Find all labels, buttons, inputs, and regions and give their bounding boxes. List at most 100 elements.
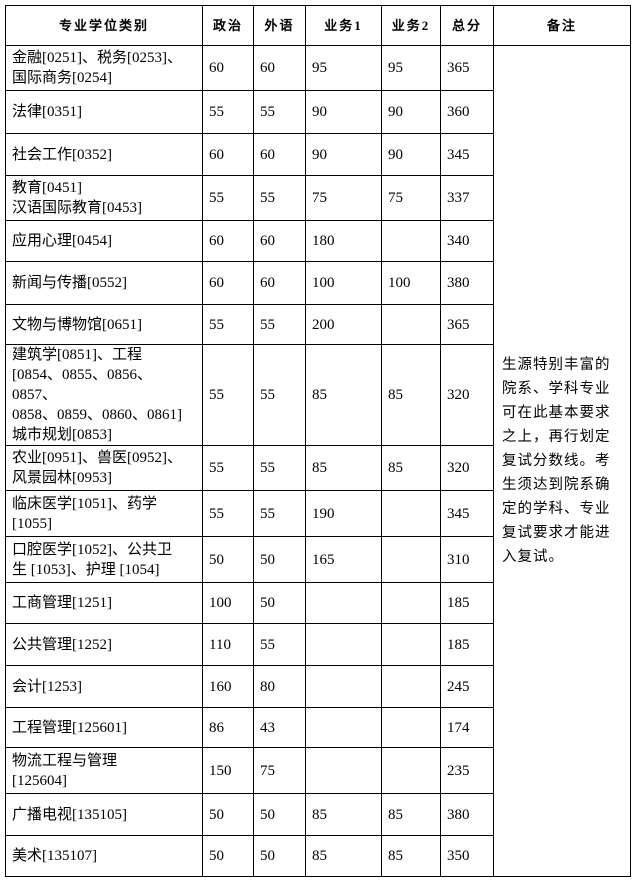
score-cell: 50: [253, 793, 306, 836]
score-cell: [381, 304, 441, 345]
score-cell: [381, 623, 441, 666]
score-cell: 95: [305, 45, 382, 91]
category-cell: 口腔医学[1052]、公共卫生 [1053]、护理 [1054]: [5, 536, 203, 583]
header-cell: 业务1: [305, 5, 382, 46]
table-row: 社会工作[0352] 60 60 90 90 345: [5, 133, 631, 176]
score-cell: 55: [253, 445, 306, 491]
category-line: 临床医学[1051]、药学: [12, 495, 157, 512]
table-row: 工商管理[1251] 100 50 185: [5, 582, 631, 624]
score-cell: 55: [253, 175, 306, 221]
score-table: 专业学位类别 政治 外语 业务1 业务2 总分 备注 金融[0251]、税务[0253]、国…: [5, 5, 631, 877]
score-cell: 60: [253, 45, 306, 91]
header-row: 专业学位类别 政治 外语 业务1 业务2 总分 备注: [5, 5, 631, 46]
category-line: 城市规划[0853]: [12, 427, 112, 443]
score-cell: 50: [202, 793, 254, 836]
score-cell: 150: [202, 747, 254, 794]
category-line: 文物与博物馆[0651]: [12, 316, 142, 333]
category-cell: 广播电视[135105]: [5, 793, 203, 836]
score-cell: 75: [253, 747, 306, 794]
header-cell: 总分: [440, 5, 494, 46]
category-line: 美术[135107]: [12, 848, 97, 864]
score-cell: 50: [253, 582, 306, 624]
score-cell: 90: [305, 90, 382, 134]
header-cell: 备注: [493, 5, 631, 46]
table-row: 建筑学[0851]、工程 [0854、0855、0856、0857、 0858、08…: [5, 344, 631, 446]
category-line: 教育[0451]: [12, 180, 82, 196]
score-cell: 310: [440, 536, 494, 583]
score-cell: 185: [440, 623, 494, 666]
score-cell: 380: [440, 793, 494, 836]
note: 生源特别丰富的院系、学科专业可在此基本要求之上，再行划定复试分数线。考生须达到院…: [493, 45, 631, 877]
category-cell: 文物与博物馆[0651]: [5, 304, 203, 345]
score-cell: 55: [202, 90, 254, 134]
score-cell: 185: [440, 582, 494, 624]
score-cell: [381, 707, 441, 748]
table-row: 工程管理[125601] 86 43 174: [5, 707, 631, 748]
score-cell: 60: [202, 261, 254, 305]
score-cell: 337: [440, 175, 494, 221]
category-line: 会计[1253]: [12, 678, 82, 695]
category-line: [125604]: [12, 772, 67, 789]
category-cell: 法律[0351]: [5, 90, 203, 134]
score-cell: [305, 707, 382, 748]
score-cell: 60: [253, 133, 306, 176]
score-cell: 55: [202, 445, 254, 491]
score-cell: 90: [305, 133, 382, 176]
table-row: 美术[135107] 50 50 85 85 350: [5, 835, 631, 877]
score-cell: 86: [202, 707, 254, 748]
score-cell: 190: [305, 490, 382, 537]
category-cell: 工程管理[125601]: [5, 707, 203, 748]
score-cell: [305, 623, 382, 666]
score-cell: [381, 582, 441, 624]
score-cell: 55: [253, 490, 306, 537]
category-cell: 社会工作[0352]: [5, 133, 203, 176]
category-line: 金融[0251]、税务[0253]、: [12, 50, 182, 66]
score-cell: 55: [253, 304, 306, 345]
category-line: [0854、0855、0856、0857、: [12, 367, 152, 403]
score-cell: 50: [202, 835, 254, 877]
score-cell: 340: [440, 220, 494, 262]
category-line: 建筑学[0851]、工程: [12, 347, 142, 363]
category-line: 应用心理[0454]: [12, 233, 112, 249]
category-cell: 会计[1253]: [5, 665, 203, 708]
score-cell: [305, 665, 382, 708]
score-cell: [381, 665, 441, 708]
score-cell: 55: [253, 344, 306, 446]
score-cell: 85: [381, 835, 441, 877]
table-row: 金融[0251]、税务[0253]、 国际商务[0254] 60 60 95 95 365 生…: [5, 45, 631, 877]
category-line: 生 [1053]、护理 [1054]: [12, 561, 160, 578]
score-cell: 90: [381, 90, 441, 134]
category-cell: 临床医学[1051]、药学 [1055]: [5, 490, 203, 537]
score-cell: 180: [305, 220, 382, 262]
score-cell: 235: [440, 747, 494, 794]
score-cell: 80: [253, 665, 306, 708]
score-cell: 50: [253, 536, 306, 583]
table-row: 应用心理[0454] 60 60 180 340: [5, 220, 631, 262]
score-cell: 50: [253, 835, 306, 877]
score-cell: 100: [305, 261, 382, 305]
score-cell: [381, 536, 441, 583]
score-cell: 55: [253, 90, 306, 134]
category-line: 新闻与传播[0552]: [12, 275, 127, 291]
score-cell: 165: [305, 536, 382, 583]
score-cell: 365: [440, 304, 494, 345]
score-cell: 160: [202, 665, 254, 708]
score-cell: 85: [305, 445, 382, 491]
score-cell: 75: [381, 175, 441, 221]
category-line: 工程管理[125601]: [12, 719, 127, 736]
score-cell: 55: [202, 344, 254, 446]
category-cell: 工商管理[1251]: [5, 582, 203, 624]
score-cell: 55: [202, 490, 254, 537]
score-cell: 85: [381, 445, 441, 491]
table-row: 临床医学[1051]、药学 [1055] 55 55 190 345: [5, 490, 631, 537]
score-cell: [381, 747, 441, 794]
score-cell: 50: [202, 536, 254, 583]
score-cell: 380: [440, 261, 494, 305]
score-cell: 345: [440, 133, 494, 176]
category-line: 社会工作[0352]: [12, 146, 112, 163]
score-cell: 55: [253, 623, 306, 666]
category-line: 公共管理[1252]: [12, 636, 112, 653]
score-cell: 200: [305, 304, 382, 345]
category-cell: 金融[0251]、税务[0253]、 国际商务[0254]: [5, 45, 203, 91]
score-cell: 75: [305, 175, 382, 221]
